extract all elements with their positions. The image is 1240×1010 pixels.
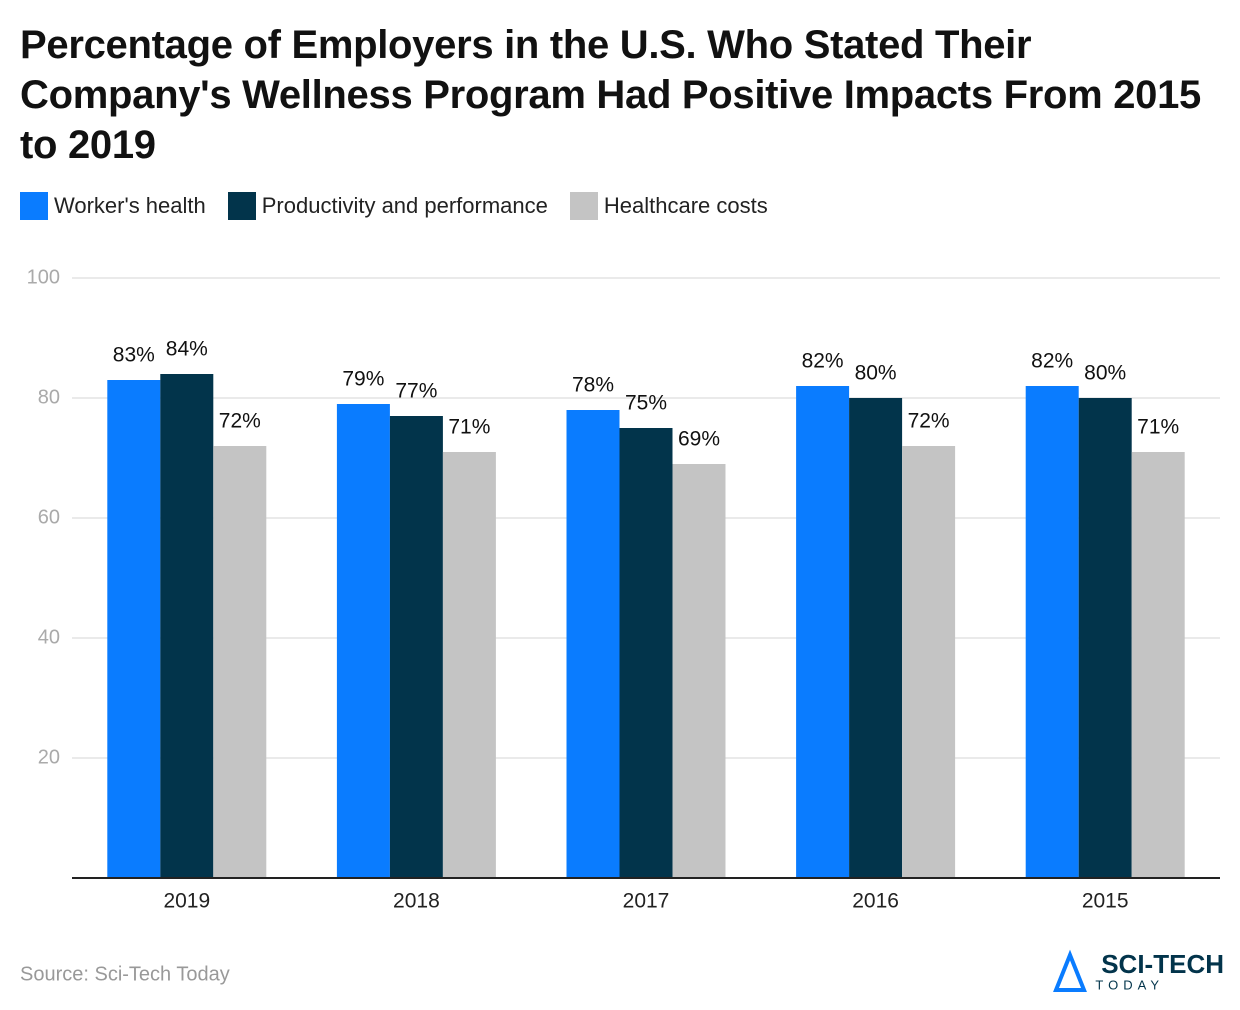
bar [213, 446, 267, 878]
bar [389, 416, 443, 878]
source: Source: Sci-Tech Today [20, 963, 230, 985]
legend-label: Healthcare costs [603, 193, 768, 218]
bar [796, 386, 850, 878]
legend-item: Healthcare costs [569, 192, 768, 220]
y-tick-label: 100 [27, 266, 60, 288]
value-label: 77% [395, 380, 437, 403]
x-tick-label: 2015 [1082, 890, 1129, 913]
value-label: 78% [572, 374, 614, 397]
bar [442, 452, 496, 878]
legend-swatch [227, 192, 256, 220]
logo-name: SCI-TECH [1101, 949, 1224, 979]
legend-item: Productivity and performance [227, 192, 548, 220]
bar [672, 464, 726, 878]
logo-icon [1053, 949, 1087, 992]
value-label: 72% [908, 410, 950, 433]
value-label: 84% [166, 338, 208, 361]
y-tick-label: 20 [38, 746, 60, 768]
x-tick-label: 2019 [163, 890, 210, 913]
value-label: 71% [448, 416, 490, 439]
x-tick-label: 2018 [393, 890, 440, 913]
bar [160, 374, 214, 878]
bar [1025, 386, 1079, 878]
value-label: 83% [113, 344, 155, 367]
x-tick-label: 2016 [852, 890, 899, 913]
legend-swatch [569, 192, 598, 220]
value-label: 80% [1084, 362, 1126, 385]
logo-tagline: TODAY [1095, 977, 1164, 992]
y-tick-label: 60 [38, 506, 60, 528]
bar [336, 404, 390, 878]
bar [849, 398, 903, 878]
legend-label: Productivity and performance [261, 193, 548, 218]
legend: Worker's health Productivity and performa… [20, 192, 768, 220]
bar [1131, 452, 1185, 878]
bar [566, 410, 620, 878]
value-label: 71% [1137, 416, 1179, 439]
value-label: 82% [802, 350, 844, 373]
value-label: 72% [219, 410, 261, 433]
bar [619, 428, 673, 878]
value-label: 80% [855, 362, 897, 385]
value-label: 75% [625, 392, 667, 415]
x-tick-label: 2017 [623, 890, 670, 913]
value-label: 82% [1031, 350, 1073, 373]
bar [902, 446, 956, 878]
value-label: 79% [342, 368, 384, 391]
y-tick-label: 80 [38, 386, 60, 408]
chart-title: Percentage of Employers in the U.S. Who … [20, 23, 1201, 167]
legend-swatch [20, 192, 48, 220]
legend-item: Worker's health [20, 192, 206, 220]
value-label: 69% [678, 428, 720, 451]
bar [1078, 398, 1132, 878]
y-tick-label: 40 [38, 626, 60, 648]
legend-label: Worker's health [54, 193, 206, 218]
bar [107, 380, 161, 878]
